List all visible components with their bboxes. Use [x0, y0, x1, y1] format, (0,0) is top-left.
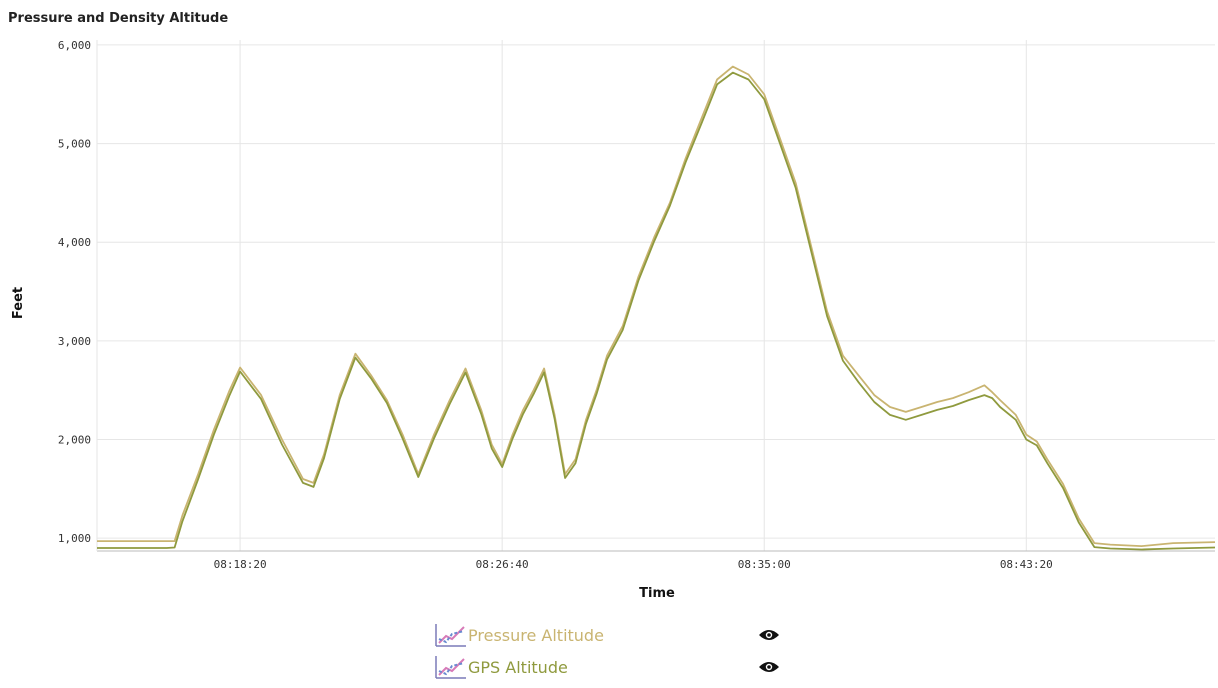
legend-label: GPS Altitude — [468, 657, 568, 677]
x-tick-label: 08:35:00 — [738, 558, 791, 571]
y-tick-label: 1,000 — [58, 532, 91, 545]
tick-labels: 1,000 2,000 3,000 4,000 5,000 6,000 08:18:20 08… — [58, 39, 1053, 571]
legend: Pressure Altitude GPS Altitude — [434, 619, 780, 683]
altitude-line-chart: 1,000 2,000 3,000 4,000 5,000 6,000 08:18:20 08… — [11, 39, 1216, 601]
x-tick-label: 08:26:40 — [476, 558, 529, 571]
line-chart-icon — [434, 654, 468, 680]
axes — [96, 40, 1215, 552]
legend-item-gps-altitude[interactable]: GPS Altitude — [434, 651, 780, 683]
x-axis-title: Time — [639, 586, 675, 601]
legend-item-pressure-altitude[interactable]: Pressure Altitude — [434, 619, 780, 651]
eye-icon[interactable] — [758, 659, 780, 675]
y-tick-label: 4,000 — [58, 236, 91, 249]
line-chart-icon — [434, 622, 468, 648]
chart-title: Pressure and Density Altitude — [8, 11, 229, 26]
y-tick-label: 6,000 — [58, 39, 91, 52]
grid-lines — [97, 40, 1215, 551]
x-tick-label: 08:43:20 — [1000, 558, 1053, 571]
y-tick-label: 3,000 — [58, 335, 91, 348]
eye-icon[interactable] — [758, 627, 780, 643]
legend-label: Pressure Altitude — [468, 625, 604, 645]
y-tick-label: 2,000 — [58, 434, 91, 447]
x-tick-label: 08:18:20 — [214, 558, 267, 571]
y-tick-label: 5,000 — [58, 138, 91, 151]
series-line-pressure-altitude — [97, 65, 1216, 547]
series-layer — [97, 65, 1216, 551]
y-axis-title: Feet — [11, 287, 26, 319]
series-line-gps-altitude — [97, 71, 1216, 551]
